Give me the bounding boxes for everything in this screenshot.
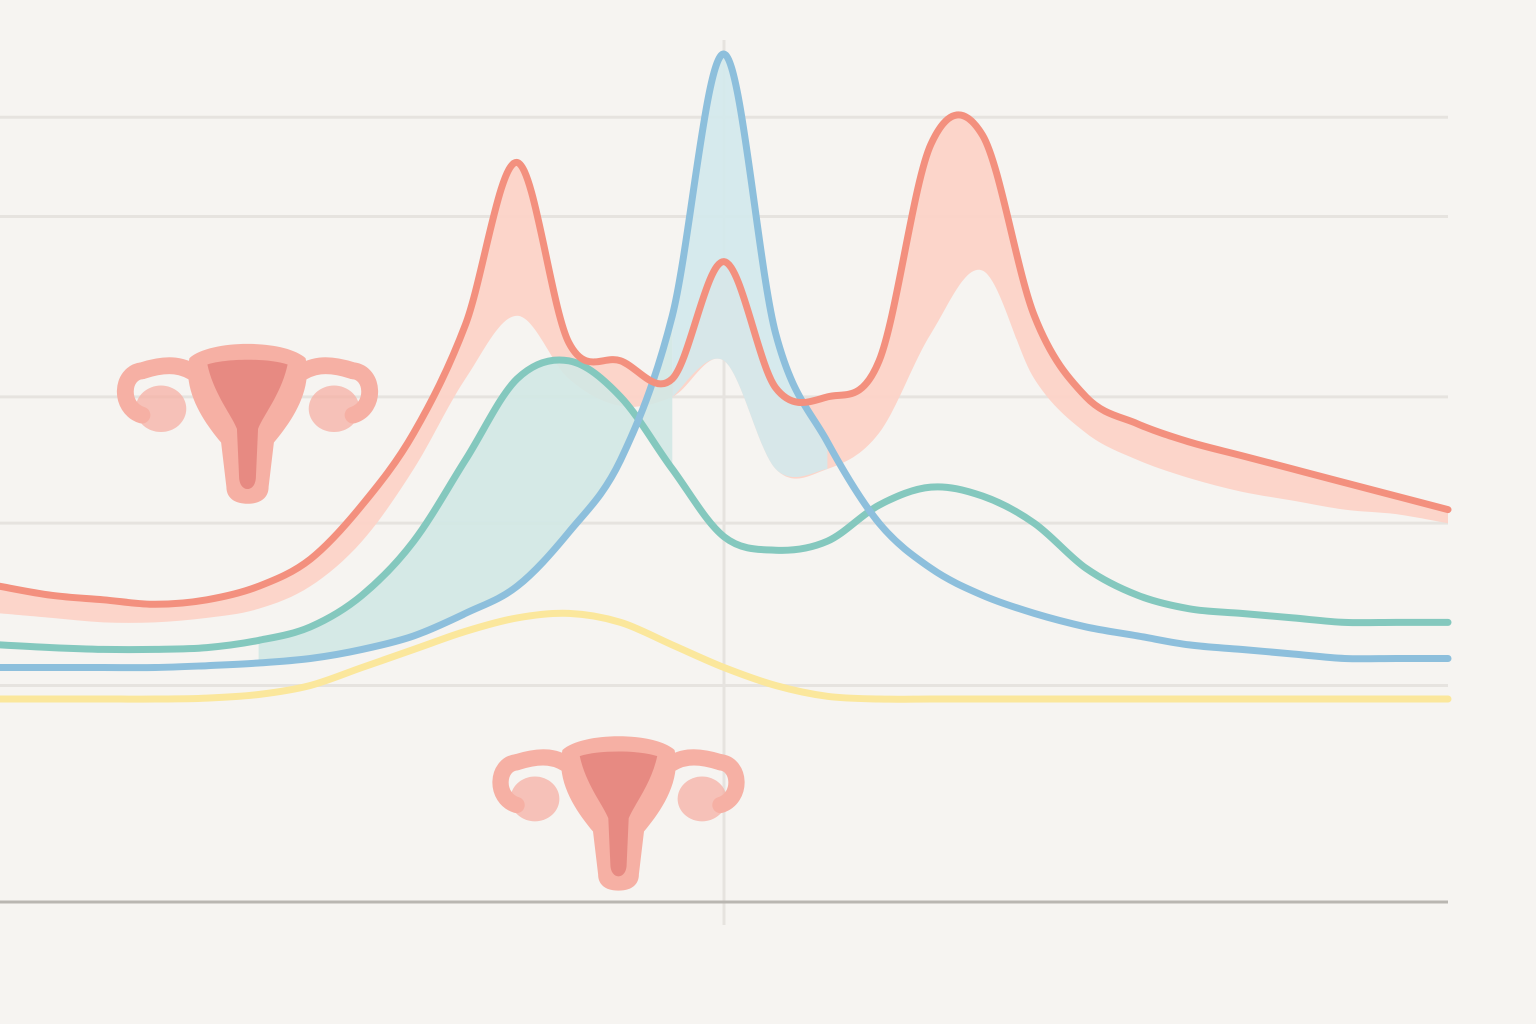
lh-line	[0, 50, 1452, 672]
estrogen-line	[0, 111, 1452, 608]
progesterone-area-fill	[258, 315, 673, 663]
series-lines	[0, 50, 1452, 703]
area-fills	[0, 54, 1448, 663]
progesterone-line	[0, 356, 1452, 654]
fsh-line	[0, 609, 1452, 703]
lh-peak-fill	[672, 54, 828, 478]
